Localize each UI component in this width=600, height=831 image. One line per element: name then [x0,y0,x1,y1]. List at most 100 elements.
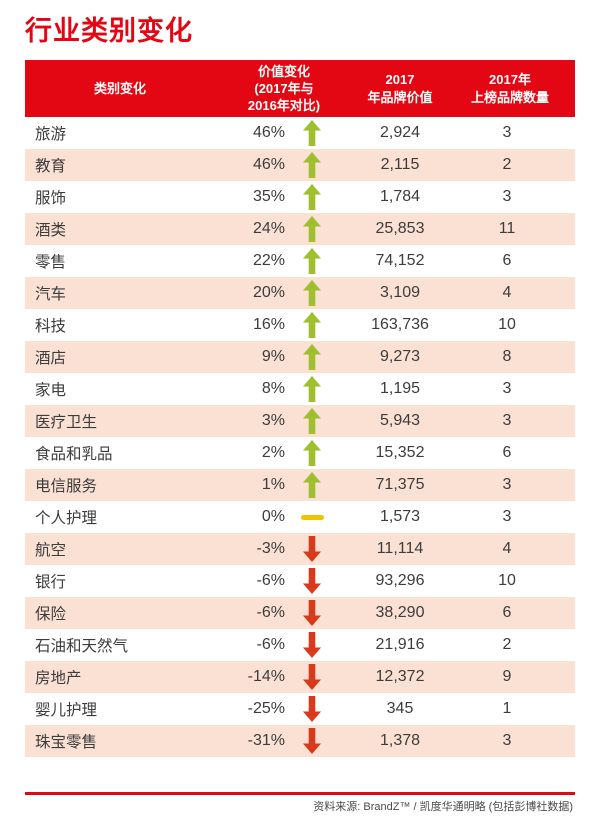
table-row: 旅游 46% 2,924 3 [25,117,575,149]
change-percent-cell: 16% [252,316,285,333]
category-cell: 旅游 [35,126,67,143]
trend-cell [287,117,337,149]
category-cell: 个人护理 [35,510,98,527]
change-percent-cell: -6% [256,572,285,589]
table-row: 酒店 9% 9,273 8 [25,341,575,373]
table-row: 医疗卫生 3% 5,943 3 [25,405,575,437]
category-cell: 家电 [35,382,67,399]
up-arrow-icon [303,344,321,370]
flat-dash-icon [300,514,324,520]
table-header: 类别变化 价值变化 (2017年与 2016年对比) 2017 年品牌价值 20… [25,60,575,117]
brand-value-cell: 5,943 [379,412,421,429]
brand-count-cell: 10 [498,316,516,333]
brand-count-cell: 4 [502,540,512,557]
change-percent-cell: -31% [247,732,285,749]
up-arrow-icon [303,184,321,210]
up-arrow-icon [303,120,321,146]
trend-cell [287,725,337,757]
report-page: 行业类别变化 类别变化 价值变化 (2017年与 2016年对比) 2017 年… [0,16,600,814]
table-row: 银行 -6% 93,296 10 [25,565,575,597]
brand-count-cell: 3 [502,380,512,397]
up-arrow-icon [303,408,321,434]
table-row: 个人护理 0% 1,573 3 [25,501,575,533]
brand-count-cell: 8 [502,348,512,365]
brand-value-cell: 2,924 [379,124,421,141]
down-arrow-icon [303,568,321,594]
brand-count-cell: 3 [502,412,512,429]
brand-count-cell: 3 [502,732,512,749]
change-percent-cell: 1% [261,476,285,493]
up-arrow-icon [303,216,321,242]
change-percent-cell: 24% [252,220,285,237]
change-percent-cell: 2% [261,444,285,461]
brand-value-cell: 1,573 [379,508,421,525]
trend-cell [287,629,337,661]
brand-count-cell: 6 [502,252,512,269]
brand-value-cell: 38,290 [375,604,425,621]
brand-count-cell: 11 [498,220,516,237]
brand-value-cell: 2,115 [380,156,420,173]
brand-value-cell: 74,152 [375,252,425,269]
table-row: 电信服务 1% 71,375 3 [25,469,575,501]
brand-value-cell: 9,273 [379,348,421,365]
trend-cell [287,565,337,597]
category-cell: 珠宝零售 [35,734,98,751]
category-cell: 银行 [35,574,67,591]
table-row: 教育 46% 2,115 2 [25,149,575,181]
source-note: 资料来源: BrandZ™ / 凯度华通明略 (包括彭博社数据) [313,801,573,813]
brand-value-cell: 11,114 [376,540,424,557]
down-arrow-icon [303,728,321,754]
category-cell: 教育 [35,158,67,175]
category-cell: 零售 [35,254,67,271]
down-arrow-icon [303,600,321,626]
header-cell-brand-value: 2017 年品牌价值 [367,72,433,105]
brand-count-cell: 1 [502,700,512,717]
brand-count-cell: 10 [498,572,516,589]
down-arrow-icon [303,696,321,722]
trend-cell [287,533,337,565]
trend-cell [287,149,337,181]
change-percent-cell: -25% [247,700,285,717]
industry-change-table: 类别变化 价值变化 (2017年与 2016年对比) 2017 年品牌价值 20… [25,60,575,757]
trend-cell [287,405,337,437]
change-percent-cell: -6% [256,636,285,653]
brand-value-cell: 1,378 [379,732,421,749]
category-cell: 航空 [35,542,67,559]
trend-cell [287,597,337,629]
brand-value-cell: 345 [386,700,414,717]
brand-value-cell: 163,736 [371,316,429,333]
brand-count-cell: 3 [502,124,512,141]
brand-value-cell: 71,375 [375,476,425,493]
header-cell-value-change: 价值变化 (2017年与 2016年对比) [247,63,321,114]
down-arrow-icon [303,664,321,690]
trend-cell [287,469,337,501]
change-percent-cell: -3% [256,540,285,557]
up-arrow-icon [303,280,321,306]
trend-cell [287,309,337,341]
up-arrow-icon [303,472,321,498]
category-cell: 石油和天然气 [35,638,129,655]
trend-cell [287,501,337,533]
brand-count-cell: 2 [502,636,512,653]
change-percent-cell: 46% [252,156,285,173]
table-row: 服饰 35% 1,784 3 [25,181,575,213]
category-cell: 房地产 [35,670,82,687]
change-percent-cell: -14% [247,668,285,685]
table-row: 珠宝零售 -31% 1,378 3 [25,725,575,757]
trend-cell [287,277,337,309]
table-row: 婴儿护理 -25% 345 1 [25,693,575,725]
trend-cell [287,213,337,245]
up-arrow-icon [303,440,321,466]
table-row: 科技 16% 163,736 10 [25,309,575,341]
brand-value-cell: 21,916 [375,636,425,653]
category-cell: 食品和乳品 [35,446,113,463]
header-cell-brand-count: 2017年 上榜品牌数量 [470,72,549,105]
category-cell: 汽车 [35,286,67,303]
table-row: 零售 22% 74,152 6 [25,245,575,277]
table-row: 石油和天然气 -6% 21,916 2 [25,629,575,661]
trend-cell [287,437,337,469]
change-percent-cell: 35% [252,188,285,205]
category-cell: 科技 [35,318,67,335]
trend-cell [287,693,337,725]
brand-value-cell: 93,296 [375,572,425,589]
